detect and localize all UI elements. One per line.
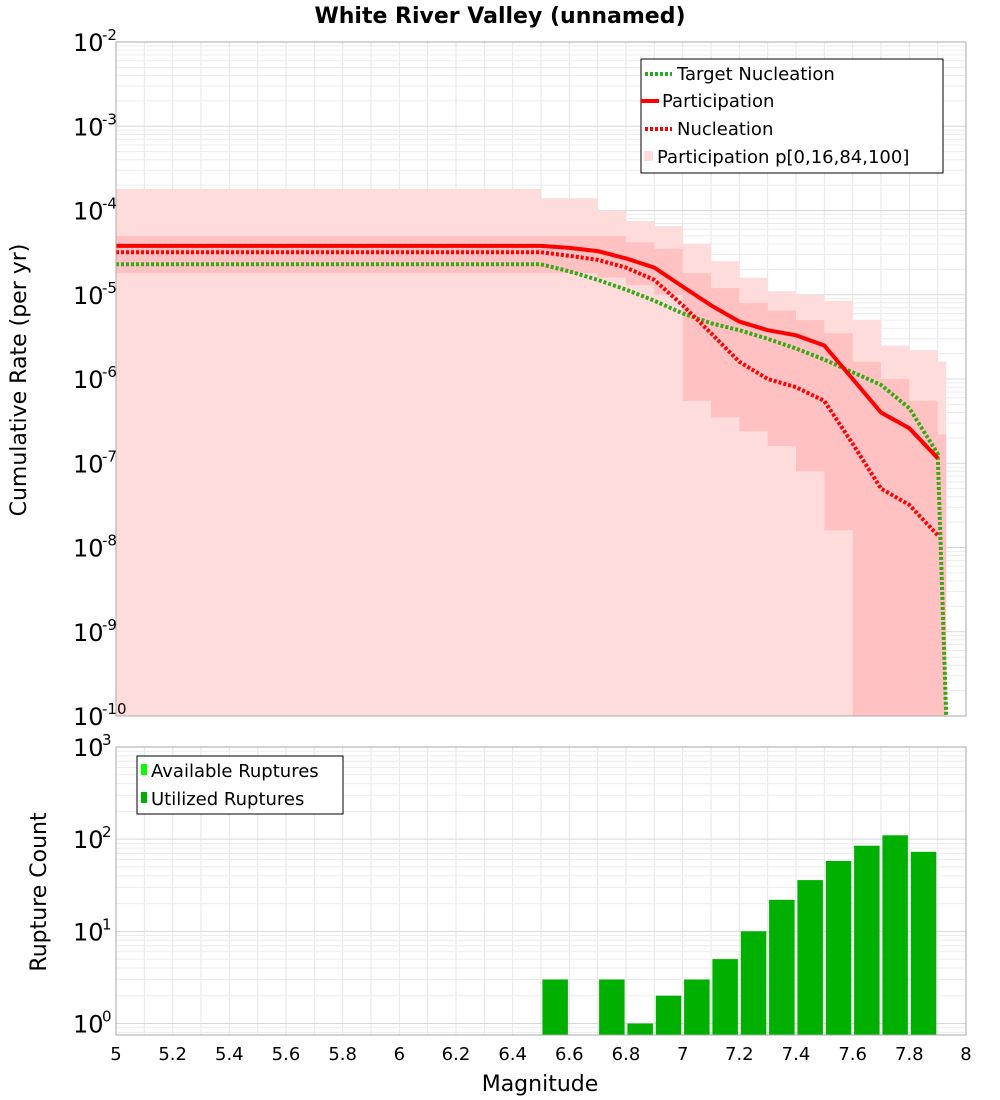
top-y-tick-label: 10 [73,282,104,310]
top-y-tick-exponent: -5 [102,279,117,297]
top-plot-frame [115,41,967,717]
legend-label-available-ruptures: Available Ruptures [151,761,319,782]
rupture-bar [712,959,738,1035]
top-y-tick-exponent: -10 [102,700,127,718]
x-axis-title: Magnitude [482,1072,599,1097]
top-y-tick-label: 10 [73,198,104,226]
top-y-tick-exponent: -3 [102,110,117,128]
legend-swatch-utilized-ruptures [141,792,147,803]
x-tick-label: 7.6 [838,1044,867,1065]
bottom-y-tick-label: 10 [73,918,104,946]
top-panel: 10-210-310-410-510-610-710-810-910-10 Cu… [7,26,967,731]
rupture-bar [740,931,767,1035]
top-y-tick-label: 10 [73,366,104,394]
x-tick-label: 7.4 [782,1044,811,1065]
bottom-legend: Available Ruptures Utilized Ruptures [136,755,344,815]
top-legend: Target Nucleation Participation Nucleati… [640,58,944,174]
x-tick-label: 5.6 [272,1044,301,1065]
top-y-axis-title: Cumulative Rate (per yr) [7,244,32,517]
rupture-bar [854,845,880,1035]
bottom-plot-frame [115,746,967,1036]
line-target-nucleation [116,262,949,717]
x-tick-label: 6.6 [555,1044,584,1065]
rupture-bar [542,979,568,1035]
bottom-y-tick-label: 10 [73,826,104,854]
bottom-y-tick-label: 10 [73,734,104,762]
top-y-tick-exponent: -9 [102,616,117,634]
rupture-bar [655,995,682,1035]
bottom-y-tick-exponent: 3 [102,731,112,749]
bottom-y-axis-title: Rupture Count [27,812,52,972]
bottom-y-tick-exponent: 1 [102,915,112,933]
top-y-tick-exponent: -7 [102,447,117,465]
rupture-bar [599,979,625,1035]
legend-label-participation: Participation [662,91,774,112]
bottom-y-tick-label: 10 [73,1010,104,1038]
legend-swatch-available-ruptures [141,764,147,775]
band-p16-p84 [116,235,947,716]
top-y-tick-label: 10 [73,450,104,478]
rupture-bar [910,851,937,1035]
top-y-tick-label: 10 [73,535,104,563]
bottom-legend-box [136,755,344,815]
x-tick-label: 6.4 [498,1044,527,1065]
top-y-tick-exponent: -6 [102,363,117,381]
top-y-tick-exponent: -4 [102,195,117,213]
x-tick-label: 7 [677,1044,688,1065]
top-legend-box [640,58,944,174]
x-tick-label: 7.8 [895,1044,924,1065]
rupture-bar [825,861,852,1035]
legend-label-target-nucleation: Target Nucleation [676,64,835,85]
top-y-tick-label: 10 [73,619,104,647]
line-nucleation [116,250,940,537]
x-tick-label: 6.8 [612,1044,641,1065]
bottom-x-ticks: 5 5.2 5.4 5.6 5.8 6 6.2 6.4 6.6 6.8 7 7.2 7.4 7.6 7.8 8 [110,1044,971,1065]
x-tick-label: 6.2 [442,1044,471,1065]
top-y-tick-label: 10 [73,703,104,731]
rupture-bar [769,899,795,1035]
line-participation [116,243,940,460]
x-tick-label: 8 [960,1044,971,1065]
x-tick-label: 7.2 [725,1044,754,1065]
chart-title: White River Valley (unnamed) [314,4,685,29]
legend-label-participation-band: Participation p[0,16,84,100] [657,147,909,168]
bottom-bars [542,835,937,1035]
top-y-tick-exponent: -2 [102,26,117,44]
x-tick-label: 5.2 [158,1044,187,1065]
bottom-y-tick-exponent: 2 [102,823,112,841]
rupture-bar [627,1023,653,1035]
top-y-ticks: 10-210-310-410-510-610-710-810-910-10 [73,26,127,731]
legend-label-nucleation: Nucleation [677,119,773,140]
legend-label-utilized-ruptures: Utilized Ruptures [151,789,304,810]
x-tick-label: 5.8 [328,1044,357,1065]
top-lines [116,243,949,717]
bottom-y-tick-exponent: 0 [102,1007,112,1025]
x-tick-label: 5.4 [215,1044,244,1065]
top-y-tick-exponent: -8 [102,532,117,550]
x-tick-label: 6 [394,1044,405,1065]
top-y-tick-label: 10 [73,29,104,57]
top-y-tick-label: 10 [73,113,104,141]
rupture-bar [797,880,823,1035]
rupture-bar [882,835,908,1035]
legend-swatch-participation-band [644,151,653,161]
x-tick-label: 5 [110,1044,121,1065]
rupture-bar [684,979,710,1035]
